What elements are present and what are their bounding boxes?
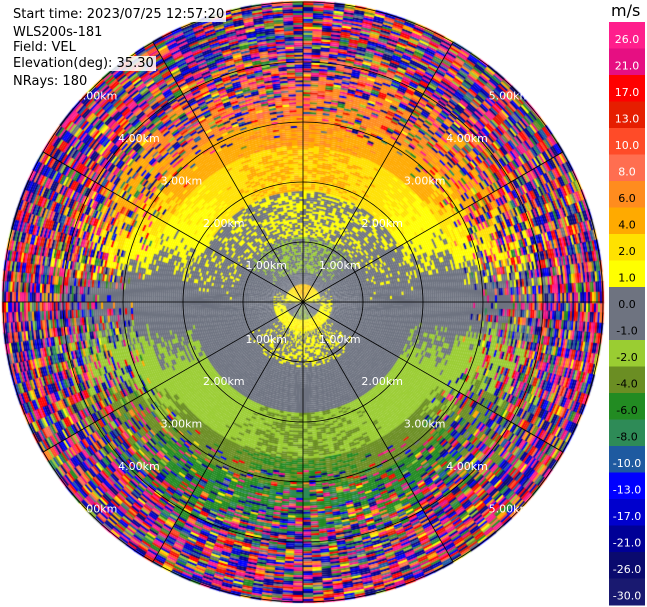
colorbar-cell bbox=[609, 128, 645, 155]
range-ring-label: 5.00km bbox=[489, 502, 531, 515]
colorbar-tick-label: -6.0 bbox=[616, 404, 637, 417]
colorbar-cell bbox=[609, 154, 645, 182]
range-ring-label: 4.00km bbox=[118, 460, 160, 473]
range-ring-label: 1.00km bbox=[245, 333, 287, 346]
colorbar-cell bbox=[609, 552, 645, 579]
colorbar-tick-label: 13.0 bbox=[615, 113, 640, 126]
colorbar-cell bbox=[609, 525, 645, 553]
colorbar-tick-label: -4.0 bbox=[616, 378, 637, 391]
colorbar-cell bbox=[609, 472, 645, 500]
range-ring-label: 3.00km bbox=[404, 418, 446, 431]
colorbar-tick-label: -10.0 bbox=[613, 457, 641, 470]
field-label: Field: VEL bbox=[11, 40, 78, 55]
colorbar-tick-label: -13.0 bbox=[613, 484, 641, 497]
colorbar-cell bbox=[609, 578, 645, 606]
colorbar-tick-label: -1.0 bbox=[616, 325, 637, 338]
elevation-label: Elevation(deg): 35.30 bbox=[11, 56, 156, 71]
range-ring-label: 1.00km bbox=[319, 259, 361, 272]
range-ring-label: 4.00km bbox=[446, 132, 488, 145]
colorbar-cell bbox=[609, 48, 645, 76]
range-ring-label: 1.00km bbox=[319, 333, 361, 346]
colorbar-cell bbox=[609, 340, 645, 367]
colorbar-tick-label: 17.0 bbox=[615, 86, 640, 99]
colorbar: 26.0 21.0 17.0 13.0 10.0 8.0 6.0 4.0 2.0 1.0 0.0 -1… bbox=[609, 22, 645, 606]
range-ring-label: 4.00km bbox=[446, 460, 488, 473]
colorbar-cell bbox=[609, 313, 645, 341]
colorbar-cell bbox=[609, 260, 645, 288]
range-ring-label: 2.00km bbox=[203, 375, 245, 388]
range-ring-label: 5.00km bbox=[76, 90, 118, 103]
colorbar-tick-label: -26.0 bbox=[613, 563, 641, 576]
range-ring-label: 3.00km bbox=[404, 174, 446, 187]
start-time-label: Start time: 2023/07/25 12:57:20 bbox=[11, 7, 227, 22]
colorbar-cell bbox=[609, 499, 645, 526]
range-ring-label: 1.00km bbox=[245, 259, 287, 272]
colorbar-cell bbox=[609, 393, 645, 420]
colorbar-tick-label: -2.0 bbox=[616, 351, 637, 364]
colorbar-tick-label: 6.0 bbox=[618, 192, 636, 205]
azimuth-spoke-150 bbox=[42, 151, 564, 453]
colorbar-unit: m/s bbox=[611, 1, 641, 20]
range-ring-label: 2.00km bbox=[361, 375, 403, 388]
range-ring-labels: 1.00km 2.00km 3.00km 4.00km 5.00km 1.00km 2.00… bbox=[76, 90, 531, 516]
colorbar-tick-label: -17.0 bbox=[613, 510, 641, 523]
range-ring-label: 3.00km bbox=[161, 418, 203, 431]
range-ring-label: 5.00km bbox=[76, 502, 118, 515]
range-ring-label: 5.00km bbox=[489, 90, 531, 103]
colorbar-tick-label: 26.0 bbox=[615, 33, 640, 46]
colorbar-cell bbox=[609, 22, 645, 49]
colorbar-cell bbox=[609, 75, 645, 102]
range-ring-label: 2.00km bbox=[361, 217, 403, 230]
range-ring-label: 2.00km bbox=[203, 217, 245, 230]
colorbar-tick-label: -8.0 bbox=[616, 431, 637, 444]
colorbar-cell bbox=[609, 366, 645, 394]
colorbar-tick-label: 2.0 bbox=[618, 245, 636, 258]
colorbar-cell bbox=[609, 287, 645, 314]
colorbar-tick-label: 4.0 bbox=[618, 219, 636, 232]
colorbar-tick-label: 0.0 bbox=[618, 298, 636, 311]
colorbar-tick-label: 8.0 bbox=[618, 166, 636, 179]
colorbar-tick-label: -30.0 bbox=[613, 590, 641, 603]
colorbar-cell bbox=[609, 446, 645, 473]
colorbar-tick-label: -21.0 bbox=[613, 537, 641, 550]
colorbar-tick-label: 21.0 bbox=[615, 60, 640, 73]
colorbar-cell bbox=[609, 181, 645, 208]
colorbar-tick-label: 10.0 bbox=[615, 139, 640, 152]
range-ring-label: 4.00km bbox=[118, 132, 160, 145]
colorbar-cell bbox=[609, 234, 645, 261]
colorbar-cell bbox=[609, 419, 645, 447]
colorbar-cell bbox=[609, 207, 645, 235]
range-ring-label: 3.00km bbox=[161, 174, 203, 187]
colorbar-cell bbox=[609, 101, 645, 129]
instrument-label: WLS200s-181 bbox=[11, 25, 105, 40]
nrays-label: NRays: 180 bbox=[11, 74, 90, 89]
colorbar-tick-label: 1.0 bbox=[618, 272, 636, 285]
azimuth-spokes bbox=[3, 2, 603, 602]
